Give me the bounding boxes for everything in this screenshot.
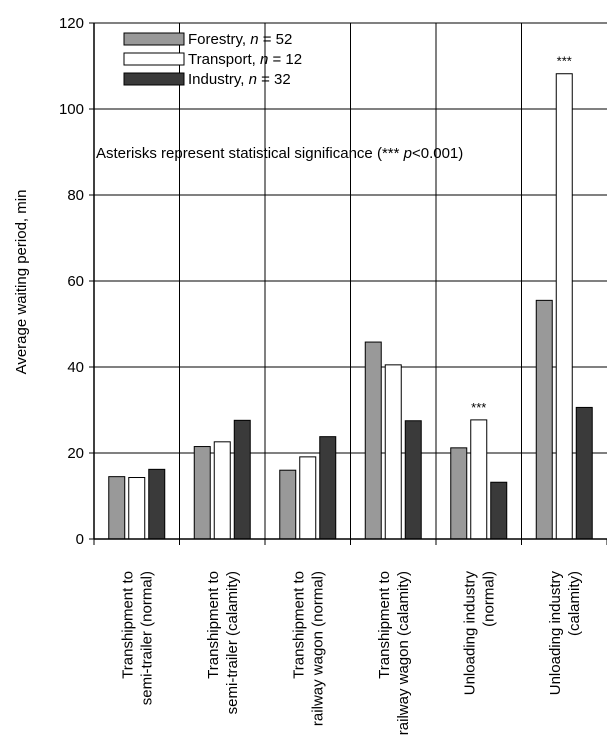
bar xyxy=(193,446,211,540)
category-label-line: (normal) xyxy=(480,571,497,627)
y-tick-label: 40 xyxy=(67,359,84,376)
category-label-line: Unloading industry xyxy=(461,571,478,696)
bar xyxy=(575,406,593,540)
y-tick-label: 120 xyxy=(59,15,84,32)
gridlines xyxy=(94,22,607,539)
category-label: Unloading industry (normal) xyxy=(461,571,497,696)
legend-series-name: Transport, xyxy=(188,51,260,68)
bar xyxy=(148,468,166,540)
legend-n-value: = 12 xyxy=(268,51,302,68)
y-axis-label: Average waiting period, min xyxy=(13,190,30,375)
y-tick-label: 0 xyxy=(76,531,84,548)
bar xyxy=(128,477,146,540)
legend-swatch xyxy=(123,32,185,46)
legend-n-value: = 32 xyxy=(257,71,291,88)
category-label: Transhipment to semi-trailer (calamity) xyxy=(205,571,241,714)
category-label: Transhipment to railway wagon (calamity) xyxy=(376,571,412,735)
category-label-line: railway wagon (normal) xyxy=(309,571,326,726)
legend-swatch xyxy=(123,72,185,86)
legend-label: Forestry, n = 52 xyxy=(188,31,292,48)
category-label: Transhipment to semi-trailer (normal) xyxy=(119,571,155,705)
category-label-line: Transhipment to xyxy=(119,571,136,679)
y-tick-label: 80 xyxy=(67,187,84,204)
category-label-line: Unloading industry xyxy=(547,571,564,696)
bar xyxy=(384,364,402,540)
y-tick-labels: 0 20 40 60 80 100 120 xyxy=(59,15,84,548)
bar xyxy=(404,420,422,540)
category-label-line: Transhipment to xyxy=(290,571,307,679)
category-label: Unloading industry (calamity) xyxy=(547,571,583,696)
bar xyxy=(233,419,251,540)
legend-series-name: Industry, xyxy=(188,71,249,88)
legend-swatch xyxy=(123,52,185,66)
legend-n-symbol: n xyxy=(249,71,257,88)
category-label-line: Transhipment to xyxy=(205,571,222,679)
axes xyxy=(89,22,607,545)
y-tick-label: 20 xyxy=(67,445,84,462)
bar xyxy=(279,469,297,540)
category-label-line: Transhipment to xyxy=(376,571,393,679)
bar xyxy=(299,456,317,540)
note-prefix: Asterisks represent statistical signific… xyxy=(96,145,404,162)
legend-series-name: Forestry, xyxy=(188,31,250,48)
bar xyxy=(490,481,508,540)
bar xyxy=(364,341,382,540)
legend-label: Transport, n = 12 xyxy=(188,51,302,68)
significance-marker: *** xyxy=(557,54,572,69)
bar xyxy=(555,73,573,540)
category-label: Transhipment to railway wagon (normal) xyxy=(290,571,326,726)
bar xyxy=(450,447,468,540)
x-category-labels: Transhipment to semi-trailer (normal) Tran… xyxy=(119,571,583,736)
category-label-line: (calamity) xyxy=(566,571,583,636)
bar xyxy=(470,419,488,540)
bar xyxy=(535,299,553,540)
y-tick-label: 60 xyxy=(67,273,84,290)
note-suffix: <0.001) xyxy=(412,145,463,162)
note-p-symbol: p xyxy=(403,145,412,162)
bar xyxy=(108,476,126,540)
bar xyxy=(319,436,337,540)
significance-note: Asterisks represent statistical signific… xyxy=(96,145,463,162)
legend-n-symbol: n xyxy=(260,51,268,68)
legend-n-value: = 52 xyxy=(259,31,293,48)
legend-n-symbol: n xyxy=(250,31,258,48)
legend-label: Industry, n = 32 xyxy=(188,71,291,88)
category-label-line: railway wagon (calamity) xyxy=(395,571,412,735)
legend: Forestry, n = 52 Transport, n = 12 Industr… xyxy=(123,31,302,88)
bar xyxy=(213,441,231,540)
significance-annotations: *** *** xyxy=(471,54,572,415)
category-label-line: semi-trailer (normal) xyxy=(138,571,155,705)
category-label-line: semi-trailer (calamity) xyxy=(224,571,241,714)
significance-marker: *** xyxy=(471,400,486,415)
y-tick-label: 100 xyxy=(59,101,84,118)
